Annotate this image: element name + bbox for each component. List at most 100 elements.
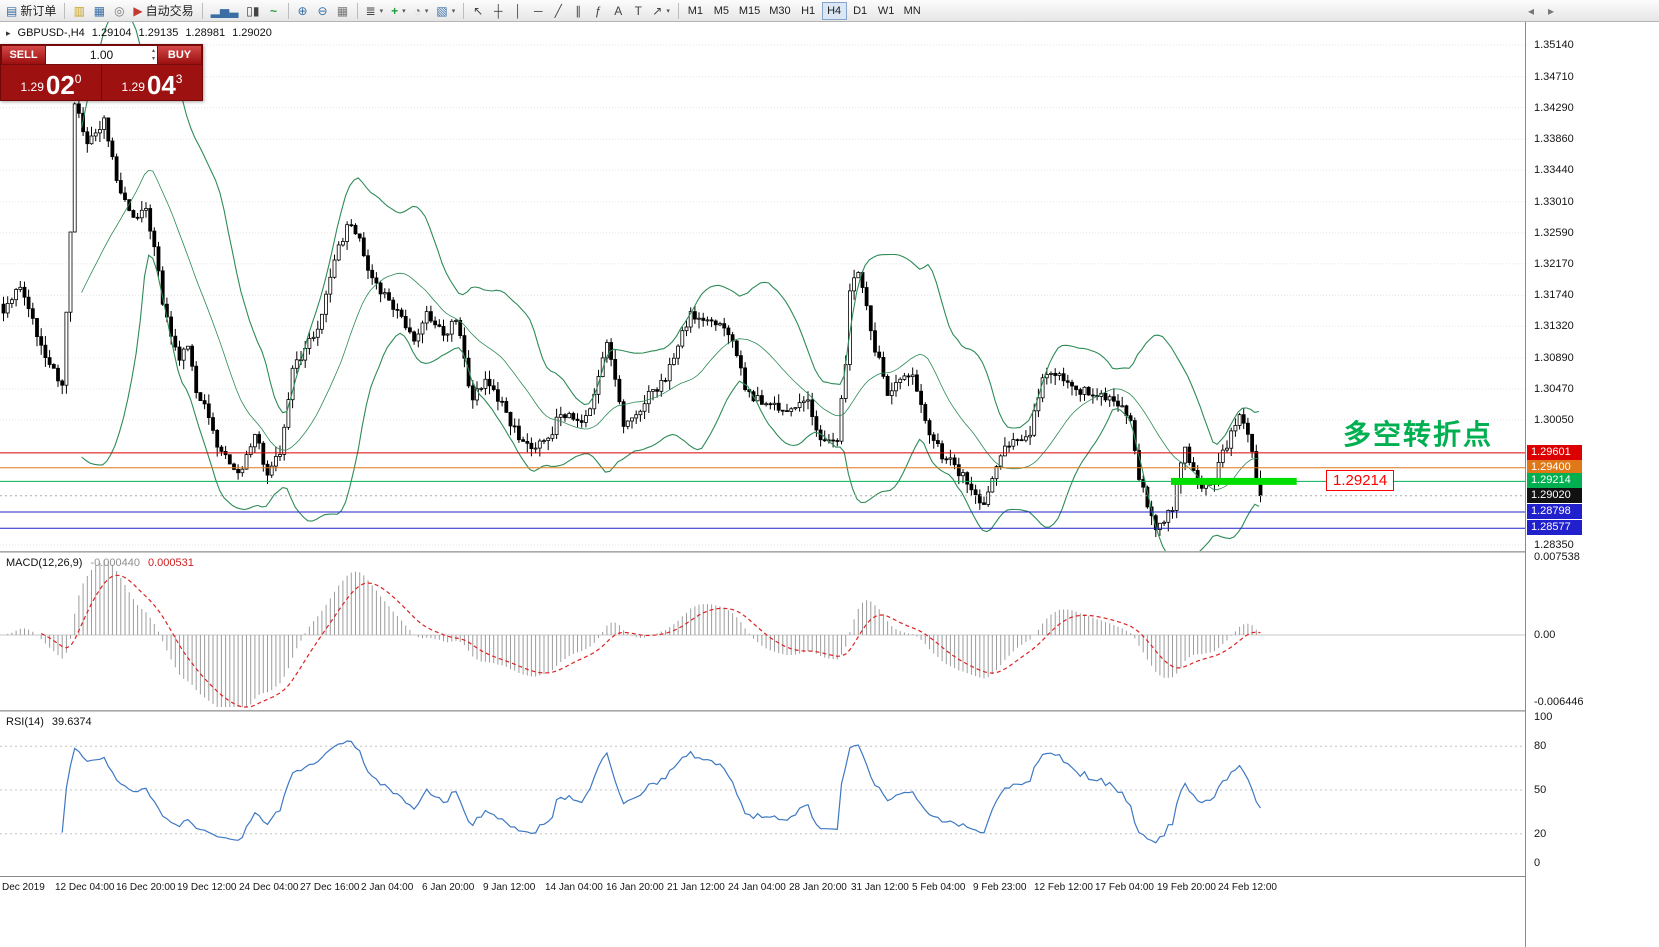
period-clock-icon: ◔ xyxy=(413,3,421,18)
zoom-in-button[interactable]: ⊕ xyxy=(293,1,313,21)
fibonacci-button[interactable]: ƒ xyxy=(588,1,608,21)
timeframe-w1[interactable]: W1 xyxy=(874,2,899,20)
bar-chart-icon: ▂▅▃ xyxy=(210,3,239,18)
fibonacci-icon: ƒ xyxy=(594,3,602,18)
cursor-arrow-icon: ↖ xyxy=(473,3,484,18)
time-axis-label: 14 Jan 04:00 xyxy=(545,882,603,893)
time-axis-label: 12 Dec 04:00 xyxy=(55,882,115,893)
price-tag: 1.28798 xyxy=(1527,504,1582,519)
timeframe-m5[interactable]: M5 xyxy=(709,2,734,20)
time-axis-label: 24 Jan 04:00 xyxy=(728,882,786,893)
template-button[interactable]: ▧ ▾ xyxy=(432,1,459,21)
overflow-right-button[interactable]: ▸ xyxy=(1541,1,1561,21)
price-tag: 1.28577 xyxy=(1527,520,1582,535)
timeframe-h4[interactable]: H4 xyxy=(821,1,847,20)
time-axis-label: 28 Jan 20:00 xyxy=(789,882,847,893)
overflow-left-button[interactable]: ◂ xyxy=(1521,1,1541,21)
buy-price-base: 1.29 xyxy=(121,80,145,94)
data-window-button[interactable]: ▦ xyxy=(89,1,109,21)
macd-signal-line xyxy=(40,574,1261,708)
panel-separator[interactable] xyxy=(0,551,1525,553)
time-axis-label: 12 Feb 12:00 xyxy=(1034,882,1093,893)
sell-button[interactable]: SELL xyxy=(1,45,46,65)
rsi-axis-label: 20 xyxy=(1534,828,1547,840)
crosshair-button[interactable]: ┼ xyxy=(488,1,508,21)
volume-input[interactable]: 1.00 ▴ ▾ xyxy=(46,45,157,65)
price-axis-label: 1.31320 xyxy=(1534,320,1574,332)
text-label-button[interactable]: T xyxy=(628,1,648,21)
time-axis-label: 16 Dec 20:00 xyxy=(116,882,176,893)
arrow-objects-icon: ↗ xyxy=(652,3,663,18)
tile-windows-button[interactable]: ▦ xyxy=(333,1,353,21)
expand-icon[interactable]: ▸ xyxy=(6,27,11,38)
new-chart-icon: + xyxy=(391,3,399,18)
candlestick-chart-button[interactable]: ▯▮ xyxy=(242,1,263,21)
vertical-line-icon: │ xyxy=(514,3,523,18)
buy-button[interactable]: BUY xyxy=(157,45,202,65)
cursor-button[interactable]: ↖ xyxy=(468,1,488,21)
bar-chart-button[interactable]: ▂▅▃ xyxy=(207,1,243,21)
timeframe-d1[interactable]: D1 xyxy=(848,2,873,20)
price-axis-label: 1.32170 xyxy=(1534,258,1574,270)
tile-windows-icon: ▦ xyxy=(336,3,349,18)
time-axis[interactable]: Dec 2019 12 Dec 04:00 16 Dec 20:00 19 Dec 1… xyxy=(0,876,1525,896)
autotrade-button[interactable]: ▶ 自动交易 xyxy=(129,1,197,21)
line-chart-button[interactable]: ~ xyxy=(264,1,284,21)
price-axis[interactable]: 1.35140 1.34710 1.34290 1.33860 1.33440 1.330… xyxy=(1525,22,1659,947)
chart-ohlc-header: ▸ GBPUSD-,H4 1.29104 1.29135 1.28981 1.2… xyxy=(6,27,272,39)
toolbar-separator xyxy=(64,2,66,19)
zoom-out-button[interactable]: ⊖ xyxy=(313,1,333,21)
text-button[interactable]: A xyxy=(608,1,628,21)
bollinger-bands xyxy=(81,22,1260,551)
spin-up-icon[interactable]: ▴ xyxy=(151,48,155,54)
indicators-icon: ≣ xyxy=(365,3,376,18)
macd-main-value: -0.000440 xyxy=(90,557,140,569)
buy-price[interactable]: 1.29 04 3 xyxy=(101,65,202,100)
vertical-line-button[interactable]: │ xyxy=(508,1,528,21)
time-axis-label: 5 Feb 04:00 xyxy=(912,882,966,893)
navigator-button[interactable]: ◎ xyxy=(109,1,129,21)
time-axis-label: 19 Dec 12:00 xyxy=(177,882,237,893)
trendline-button[interactable]: ╱ xyxy=(548,1,568,21)
horizontal-line-button[interactable]: ─ xyxy=(528,1,548,21)
indicators-button[interactable]: ≣ ▾ xyxy=(362,1,388,21)
support-price-label[interactable]: 1.29214 xyxy=(1326,470,1395,491)
macd-axis-label: 0.00 xyxy=(1534,629,1556,641)
chevron-down-icon: ▾ xyxy=(666,7,670,15)
timeframe-m30[interactable]: M30 xyxy=(765,2,794,20)
buy-price-point: 3 xyxy=(175,72,183,86)
time-axis-label: 2 Jan 04:00 xyxy=(361,882,414,893)
panel-separator[interactable] xyxy=(0,710,1525,712)
timeframe-m1[interactable]: M1 xyxy=(683,2,708,20)
rsi-axis-label: 0 xyxy=(1534,857,1541,869)
price-axis-label: 1.28350 xyxy=(1534,539,1574,551)
timeframe-mn[interactable]: MN xyxy=(900,2,925,20)
rsi-axis-label: 80 xyxy=(1534,740,1547,752)
timeframe-m15[interactable]: M15 xyxy=(735,2,764,20)
price-chart-plot[interactable] xyxy=(0,22,1525,551)
price-axis-label: 1.32590 xyxy=(1534,227,1574,239)
new-order-button[interactable]: ▤ 新订单 xyxy=(2,1,60,21)
spin-down-icon[interactable]: ▾ xyxy=(151,56,155,62)
chevron-down-icon: ▾ xyxy=(451,7,456,15)
new-chart-button[interactable]: + ▾ xyxy=(387,1,410,21)
rsi-levels xyxy=(0,745,1525,835)
market-watch-button[interactable]: ▥ xyxy=(69,1,89,21)
open-value: 1.29104 xyxy=(91,27,132,39)
macd-plot[interactable] xyxy=(0,553,1525,710)
navigator-icon: ◎ xyxy=(114,3,125,18)
rsi-label: RSI(14) 39.6374 xyxy=(6,716,92,728)
volume-spinner[interactable]: ▴ ▾ xyxy=(152,47,155,63)
time-axis-label: 17 Feb 04:00 xyxy=(1095,882,1154,893)
channel-button[interactable]: ∥ xyxy=(568,1,588,21)
rsi-plot[interactable] xyxy=(0,712,1525,876)
rsi-axis-label: 50 xyxy=(1534,784,1547,796)
period-button[interactable]: ◔ ▾ xyxy=(410,1,433,21)
time-axis-label: 24 Dec 04:00 xyxy=(239,882,299,893)
sell-price[interactable]: 1.29 02 0 xyxy=(1,65,101,100)
market-watch-icon: ▥ xyxy=(73,3,86,18)
arrows-button[interactable]: ↗ ▾ xyxy=(648,1,674,21)
timeframe-h1[interactable]: H1 xyxy=(796,2,821,20)
macd-axis-label: -0.006446 xyxy=(1534,696,1584,708)
